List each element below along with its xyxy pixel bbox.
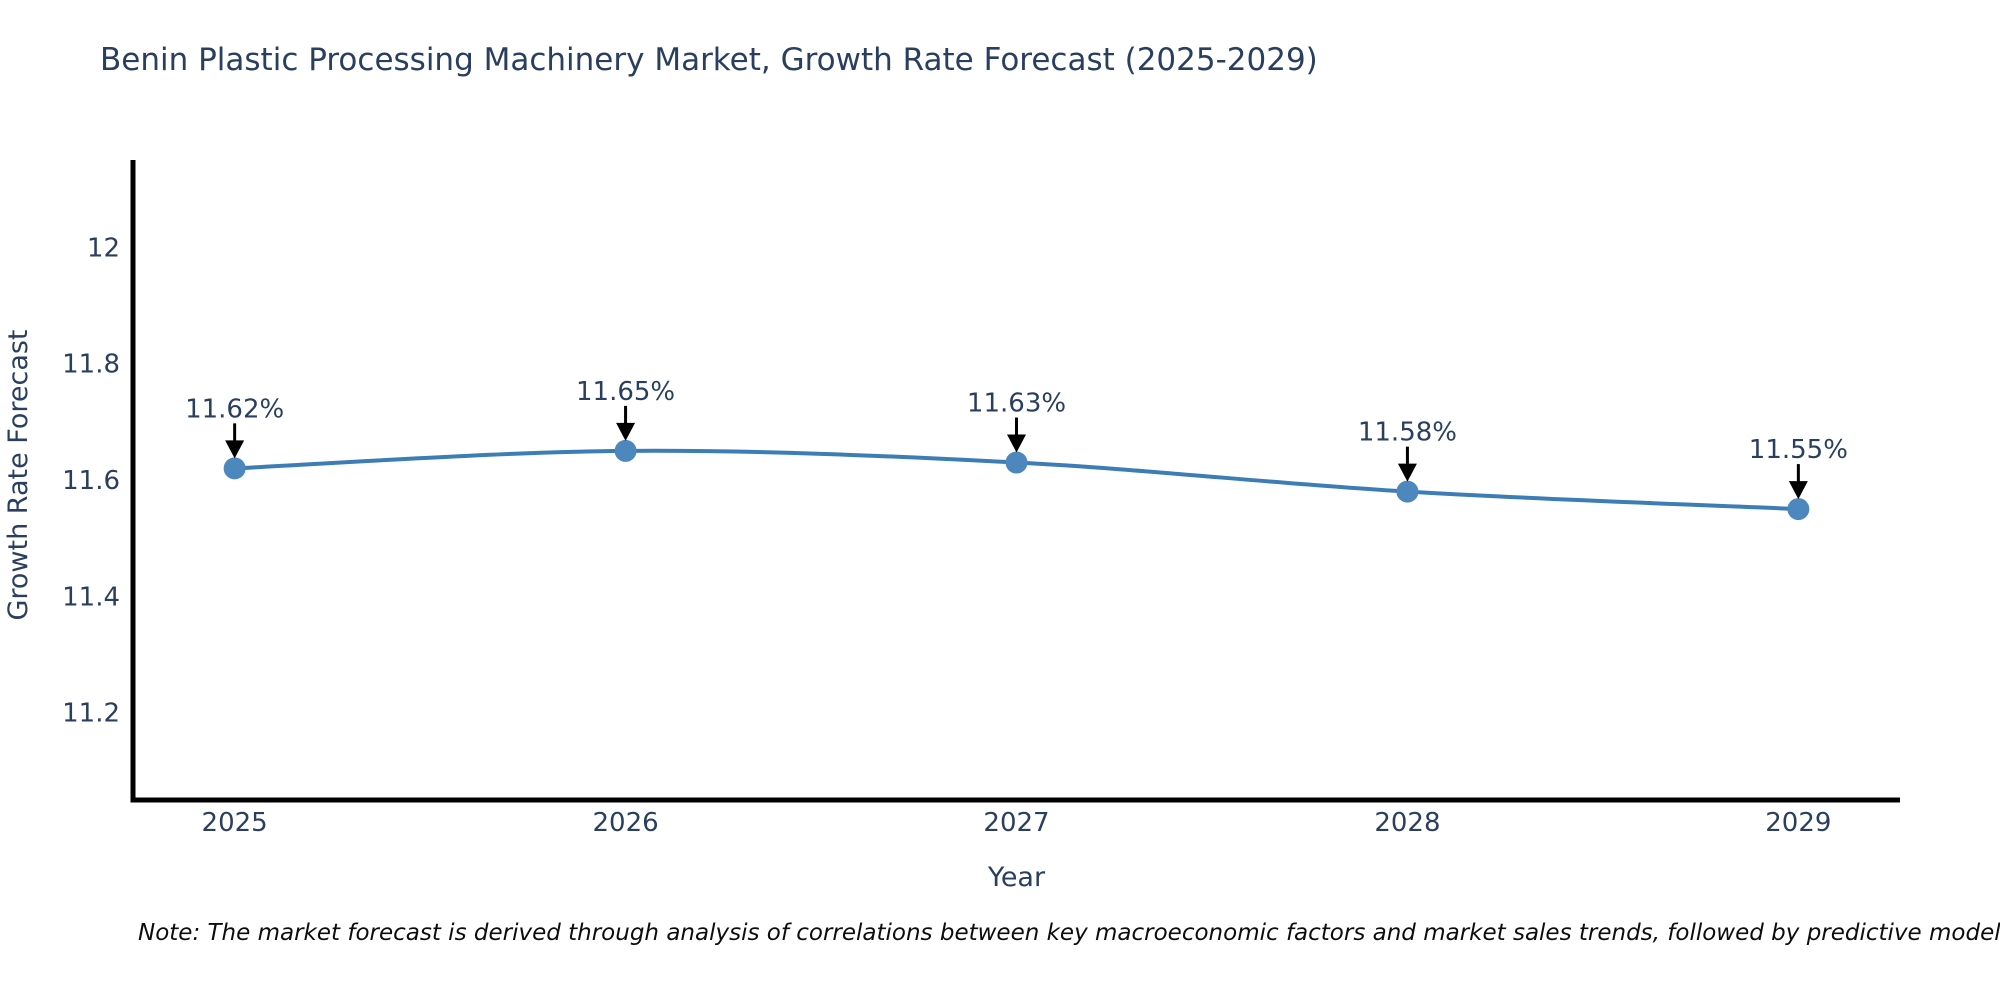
annotation-arrowhead-2026	[616, 422, 636, 441]
y-tick-label-11.4: 11.4	[62, 582, 120, 612]
annotation-label-2026: 11.65%	[576, 377, 675, 407]
chart-title: Benin Plastic Processing Machinery Marke…	[100, 42, 1318, 78]
annotation-label-2029: 11.55%	[1749, 435, 1848, 465]
data-point-marker-2028	[1396, 480, 1419, 503]
x-tick-label-2028: 2028	[1374, 808, 1440, 838]
y-tick-label-11.8: 11.8	[62, 350, 120, 380]
y-tick-label-11.2: 11.2	[62, 699, 120, 729]
annotation-label-2025: 11.62%	[185, 394, 284, 424]
y-axis-title: Growth Rate Forecast	[3, 329, 34, 620]
y-tick-label-11.6: 11.6	[62, 466, 120, 496]
footnote: Note: The market forecast is derived thr…	[138, 920, 2000, 946]
annotation-label-2028: 11.58%	[1358, 418, 1457, 448]
annotation-arrowhead-2028	[1397, 463, 1417, 482]
x-tick-label-2029: 2029	[1765, 808, 1831, 838]
data-point-marker-2026	[614, 439, 637, 462]
x-tick-label-2027: 2027	[983, 808, 1049, 838]
x-tick-label-2025: 2025	[202, 808, 268, 838]
x-axis-title: Year	[987, 862, 1046, 893]
annotation-arrowhead-2025	[225, 440, 245, 459]
x-tick-label-2026: 2026	[592, 808, 658, 838]
data-point-marker-2029	[1787, 498, 1810, 521]
annotation-label-2027: 11.63%	[967, 389, 1066, 419]
y-tick-label-12: 12	[87, 233, 120, 263]
data-point-marker-2027	[1005, 451, 1028, 474]
data-point-marker-2025	[223, 457, 246, 480]
annotation-arrowhead-2027	[1007, 434, 1026, 453]
annotation-arrowhead-2029	[1788, 481, 1808, 500]
